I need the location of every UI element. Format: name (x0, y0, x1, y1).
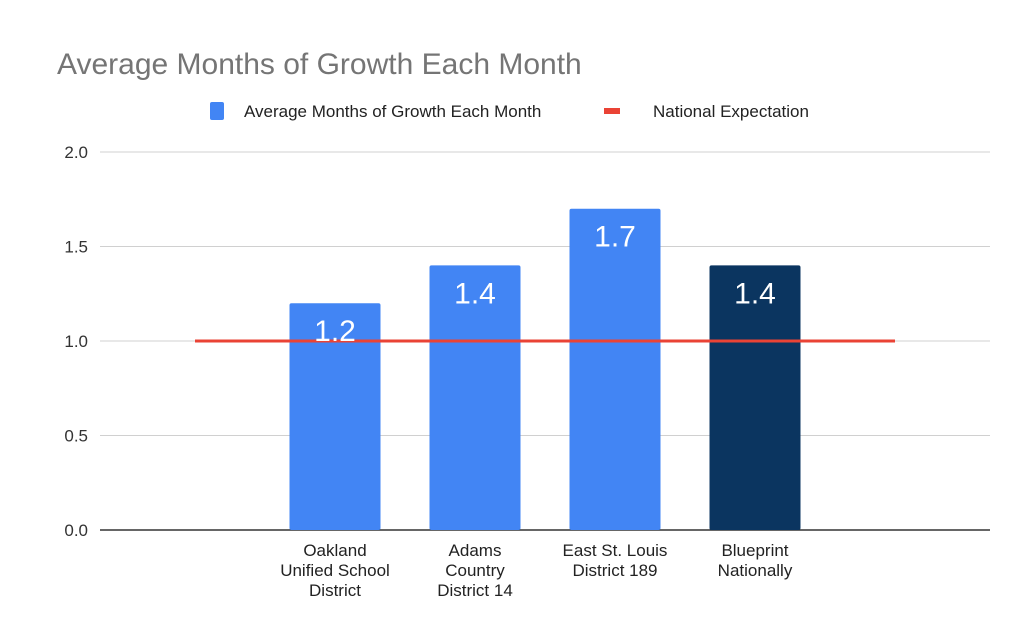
x-tick-label: Blueprint Nationally (718, 541, 793, 580)
y-tick-label: 0.0 (64, 521, 88, 540)
y-tick-label: 0.5 (64, 427, 88, 446)
bar-data-label: 1.4 (454, 277, 496, 310)
y-tick-label: 2.0 (64, 143, 88, 162)
x-tick-label-line: Nationally (718, 561, 793, 580)
x-tick-label-line: Oakland (303, 541, 366, 560)
x-tick-label: East St. Louis District 189 (563, 541, 668, 580)
x-tick-label-line: Blueprint (721, 541, 788, 560)
legend-label-bar: Average Months of Growth Each Month (244, 102, 541, 121)
bar (709, 265, 801, 530)
x-tick-label-line: District 14 (437, 581, 513, 600)
x-tick-label-line: East St. Louis (563, 541, 668, 560)
bar-data-label: 1.2 (314, 315, 356, 348)
y-tick-label: 1.5 (64, 238, 88, 257)
x-tick-label-line: Unified School (280, 561, 390, 580)
bar (289, 303, 381, 530)
x-tick-label-line: Country (445, 561, 505, 580)
x-tick-label-line: Adams (449, 541, 502, 560)
bar-data-label: 1.7 (594, 221, 636, 254)
bar-data-label: 1.4 (734, 277, 776, 310)
legend-swatch-bar (210, 102, 224, 120)
legend-label-line: National Expectation (653, 102, 809, 121)
y-tick-label: 1.0 (64, 332, 88, 351)
bar (429, 265, 521, 530)
bar (569, 208, 661, 530)
x-tick-label-line: District (309, 581, 361, 600)
x-tick-label: Adams Country District 14 (437, 541, 513, 600)
chart-title: Average Months of Growth Each Month (57, 48, 582, 81)
legend-swatch-line (604, 108, 620, 114)
legend: Average Months of Growth Each Month Nati… (210, 102, 809, 121)
x-tick-label: Oakland Unified School District (280, 541, 390, 600)
x-tick-label-line: District 189 (572, 561, 657, 580)
